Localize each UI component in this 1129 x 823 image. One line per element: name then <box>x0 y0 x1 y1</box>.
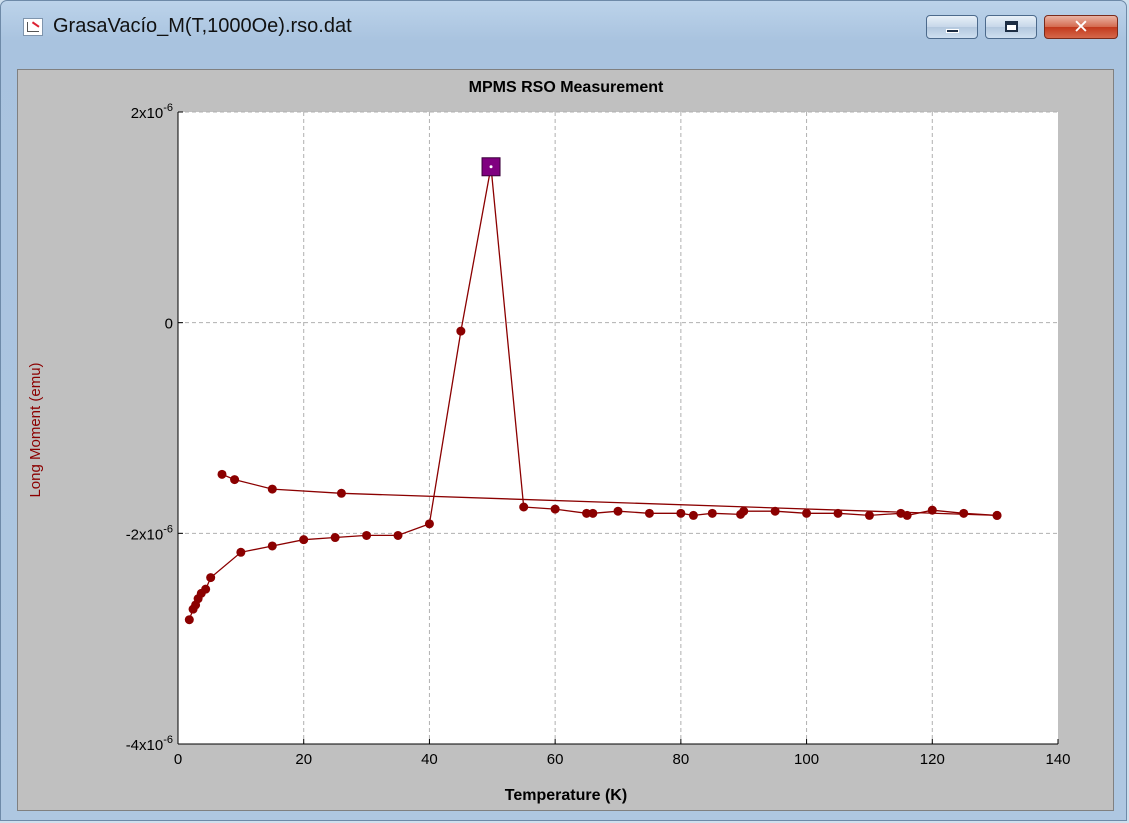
x-tick-label-4: 80 <box>673 751 690 768</box>
y-axis-label: Long Moment (emu) <box>27 362 44 497</box>
data-point-0-24[interactable] <box>707 508 717 518</box>
y-tick-label-1: 0 <box>165 316 173 333</box>
selected-point-dot <box>489 165 493 169</box>
data-point-0-14[interactable] <box>456 326 466 336</box>
y-tick-label-0: 2x10-6 <box>131 102 173 122</box>
x-tick-label-2: 40 <box>421 751 438 768</box>
data-point-0-8[interactable] <box>267 541 277 551</box>
y-tick-label-2: -2x10-6 <box>126 523 173 543</box>
plot-area[interactable] <box>178 112 1058 744</box>
data-point-1-2[interactable] <box>267 484 277 494</box>
window-title: GrasaVacío_M(T,1000Oe).rso.dat <box>53 15 352 37</box>
chart-document-icon[interactable] <box>23 18 43 36</box>
x-tick-labels: 0 20 40 60 80 100 120 140 <box>174 751 1071 768</box>
data-series <box>184 157 1002 625</box>
data-point-0-11[interactable] <box>362 530 372 540</box>
data-point-0-27[interactable] <box>770 506 780 516</box>
minimize-icon <box>946 29 959 33</box>
chart-title: MPMS RSO Measurement <box>469 79 664 96</box>
data-point-0-10[interactable] <box>330 533 340 543</box>
data-point-0-21[interactable] <box>644 508 654 518</box>
data-point-0-18[interactable] <box>582 508 592 518</box>
data-point-0-9[interactable] <box>299 535 309 545</box>
data-point-0-26[interactable] <box>739 506 749 516</box>
data-point-0-23[interactable] <box>688 510 698 520</box>
x-tick-label-3: 60 <box>547 751 564 768</box>
x-tick-label-5: 100 <box>794 751 819 768</box>
x-tick-label-6: 120 <box>920 751 945 768</box>
data-point-0-33[interactable] <box>927 505 937 515</box>
data-point-1-0[interactable] <box>217 469 227 479</box>
data-point-0-5[interactable] <box>201 584 211 594</box>
x-tick-label-1: 20 <box>295 751 312 768</box>
data-point-0-20[interactable] <box>613 506 623 516</box>
y-tick-label-3: -4x10-6 <box>126 734 173 754</box>
data-point-0-19[interactable] <box>588 508 598 518</box>
close-icon: ✕ <box>1073 16 1089 38</box>
data-point-0-0[interactable] <box>184 615 194 625</box>
minimize-button[interactable] <box>926 15 978 39</box>
grid-lines <box>178 111 1058 744</box>
data-point-0-12[interactable] <box>393 530 403 540</box>
data-point-0-22[interactable] <box>676 508 686 518</box>
maximize-icon <box>1005 21 1018 32</box>
data-point-0-6[interactable] <box>206 573 216 583</box>
x-tick-label-0: 0 <box>174 751 182 768</box>
axes <box>177 111 1059 745</box>
data-point-0-29[interactable] <box>833 508 843 518</box>
data-point-0-30[interactable] <box>864 510 874 520</box>
x-tick-label-7: 140 <box>1045 751 1070 768</box>
data-point-0-13[interactable] <box>424 519 434 529</box>
data-point-0-17[interactable] <box>550 504 560 514</box>
data-point-1-1[interactable] <box>230 475 240 485</box>
maximize-button[interactable] <box>985 15 1037 39</box>
title-bar[interactable]: GrasaVacío_M(T,1000Oe).rso.dat ✕ <box>1 1 1126 39</box>
data-point-0-16[interactable] <box>519 502 529 512</box>
data-point-0-34[interactable] <box>959 508 969 518</box>
data-point-1-4[interactable] <box>992 510 1002 520</box>
data-point-0-28[interactable] <box>802 508 812 518</box>
close-button[interactable]: ✕ <box>1044 15 1118 39</box>
data-point-0-7[interactable] <box>236 547 246 557</box>
data-point-1-3[interactable] <box>336 488 346 498</box>
y-tick-labels: 2x10-6 0 -2x10-6 -4x10-6 <box>126 102 173 754</box>
x-axis-label: Temperature (K) <box>505 787 627 804</box>
data-point-0-32[interactable] <box>902 510 912 520</box>
